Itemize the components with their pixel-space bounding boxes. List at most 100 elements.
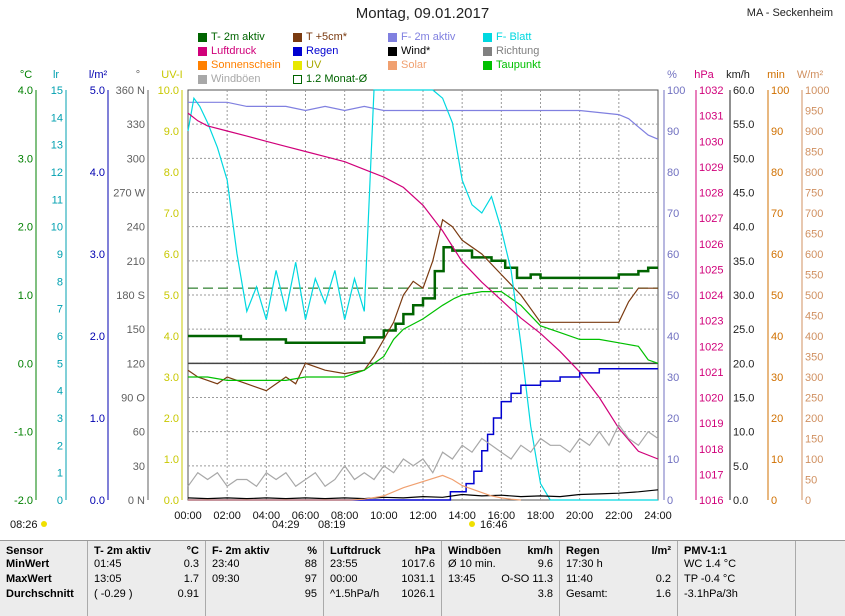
left-axis-unit: ° [136, 69, 140, 81]
right-axis-tick: 700 [805, 208, 823, 220]
stats-rain-min-time: 17:30 h [566, 558, 603, 570]
x-tick-label: 10:00 [370, 510, 398, 522]
legend-item-12: Windböen [198, 73, 261, 86]
legend-item-0: T- 2m aktiv [198, 31, 265, 44]
right-axis-tick: 20 [667, 413, 679, 425]
stats-t2m-unit: °C [186, 545, 199, 557]
left-axis-tick: 2.0 [90, 331, 105, 343]
stats-pmv-title: PMV-1:1 [684, 545, 727, 557]
legend-label: F- Blatt [496, 31, 532, 43]
x-tick-label: 00:00 [174, 510, 202, 522]
stats-t2m-min-time: 01:45 [94, 558, 122, 570]
legend-label: Luftdruck [211, 45, 257, 57]
stats-f2m-max-time: 09:30 [212, 573, 240, 585]
right-axis-tick: 250 [805, 393, 823, 405]
legend-swatch [293, 47, 302, 56]
left-axis-tick: 300 [127, 153, 145, 165]
stats-gusts-min-val: 9.6 [537, 558, 553, 570]
stats-gusts-max-dir: O-SO [501, 573, 530, 585]
right-axis-tick: 0 [805, 495, 811, 507]
sunrise-time: 08:26 [10, 519, 38, 531]
x-tick-label: 08:00 [331, 510, 359, 522]
right-axis-tick: 1026 [699, 239, 723, 251]
moon-event-time: 08:19 [318, 519, 346, 531]
legend-label: Wind* [401, 45, 431, 57]
right-axis-tick: 750 [805, 188, 823, 200]
legend-swatch [388, 47, 397, 56]
station-name: MA - Seckenheim [746, 7, 833, 19]
stats-rain-avg-val: 1.6 [655, 588, 671, 600]
right-axis-tick: 350 [805, 352, 823, 364]
legend-item-8: Sonnenschein [198, 59, 281, 72]
left-axis-tick: 6.0 [164, 249, 179, 261]
right-axis-tick: 150 [805, 434, 823, 446]
right-axis-tick: 800 [805, 167, 823, 179]
right-axis-tick: 550 [805, 270, 823, 282]
stats-pressure-min-val: 1017.6 [401, 558, 435, 570]
left-axis-tick: 12 [51, 167, 63, 179]
left-axis-tick: 1.0 [90, 413, 105, 425]
legend-item-3: F- Blatt [483, 31, 531, 44]
weather-chart: 00:00 02:00 04:00 06:00 08:00 10:00 12:00 14:00… [10, 69, 829, 531]
legend-label: Regen [306, 45, 339, 57]
stats-rain-unit: l/m² [651, 545, 671, 557]
legend-swatch [198, 33, 207, 42]
stats-pressure-avg-val: 1026.1 [401, 588, 435, 600]
right-axis-tick: 400 [805, 331, 823, 343]
right-axis-tick: 1018 [699, 444, 723, 456]
left-axis-tick: 13 [51, 140, 63, 152]
left-axis-tick: 10 [51, 222, 63, 234]
right-axis-unit: min [767, 69, 785, 81]
stats-f2m-unit: % [307, 545, 317, 557]
left-axis-tick: 3 [57, 413, 63, 425]
stats-f2m-avg-val: 95 [304, 588, 317, 600]
left-axis-tick: 3.0 [18, 153, 33, 165]
left-axis-tick: 60 [133, 427, 145, 439]
left-axis-tick: 3.0 [164, 372, 179, 384]
left-axis-tick: 7 [57, 304, 63, 316]
legend-label: Taupunkt [496, 59, 541, 71]
sunset-time: 16:46 [480, 519, 508, 531]
right-axis-tick: 1020 [699, 393, 723, 405]
right-axis-tick: 90 [667, 126, 679, 138]
right-axis-tick: 1022 [699, 341, 723, 353]
stats-pressure-min-time: 23:55 [330, 558, 358, 570]
stats-gusts-min-label: Ø 10 min. [448, 558, 496, 570]
right-axis-tick: 1000 [805, 85, 829, 97]
right-axis-tick: 40 [771, 331, 783, 343]
stats-t2m-avg-note: ( -0.29 ) [94, 588, 133, 600]
series-line-luftdruck [187, 112, 659, 460]
legend-swatch [483, 47, 492, 56]
series-line-solar [188, 474, 521, 501]
right-axis-tick: 100 [805, 454, 823, 466]
left-axis-tick: 1.0 [18, 290, 33, 302]
right-axis-tick: 1028 [699, 188, 723, 200]
right-axis-unit: hPa [694, 69, 714, 81]
right-axis-tick: 80 [771, 167, 783, 179]
right-axis-tick: 60 [771, 249, 783, 261]
x-tick-label: 22:00 [605, 510, 633, 522]
left-axis-tick: 8.0 [164, 167, 179, 179]
right-axis-tick: 30.0 [733, 290, 754, 302]
right-axis-tick: 30 [771, 372, 783, 384]
left-axis-tick: -2.0 [14, 495, 33, 507]
legend-label: T- 2m aktiv [211, 31, 265, 43]
stats-label-min: MinWert [6, 558, 50, 570]
legend-swatch [198, 61, 207, 70]
right-axis-tick: 10.0 [733, 427, 754, 439]
right-axis-tick: 1030 [699, 136, 723, 148]
legend-swatch [293, 33, 302, 42]
left-axis-tick: 0.0 [164, 495, 179, 507]
moon-event-time: 04:29 [272, 519, 300, 531]
left-axis-tick: 0.0 [18, 358, 33, 370]
right-axis-tick: 60.0 [733, 85, 754, 97]
stats-gusts-col: Windböen km/h Ø 10 min. 9.6 13:45 O-SO 11.3… [442, 541, 560, 616]
legend-item-6: Wind* [388, 45, 430, 58]
left-axis-tick: 4.0 [90, 167, 105, 179]
legend-item-9: UV [293, 59, 321, 72]
x-tick-label: 20:00 [566, 510, 594, 522]
right-axis-unit: km/h [726, 69, 750, 81]
x-tick-label: 24:00 [644, 510, 672, 522]
legend-item-1: T +5cm* [293, 31, 347, 44]
legend-item-7: Richtung [483, 45, 539, 58]
